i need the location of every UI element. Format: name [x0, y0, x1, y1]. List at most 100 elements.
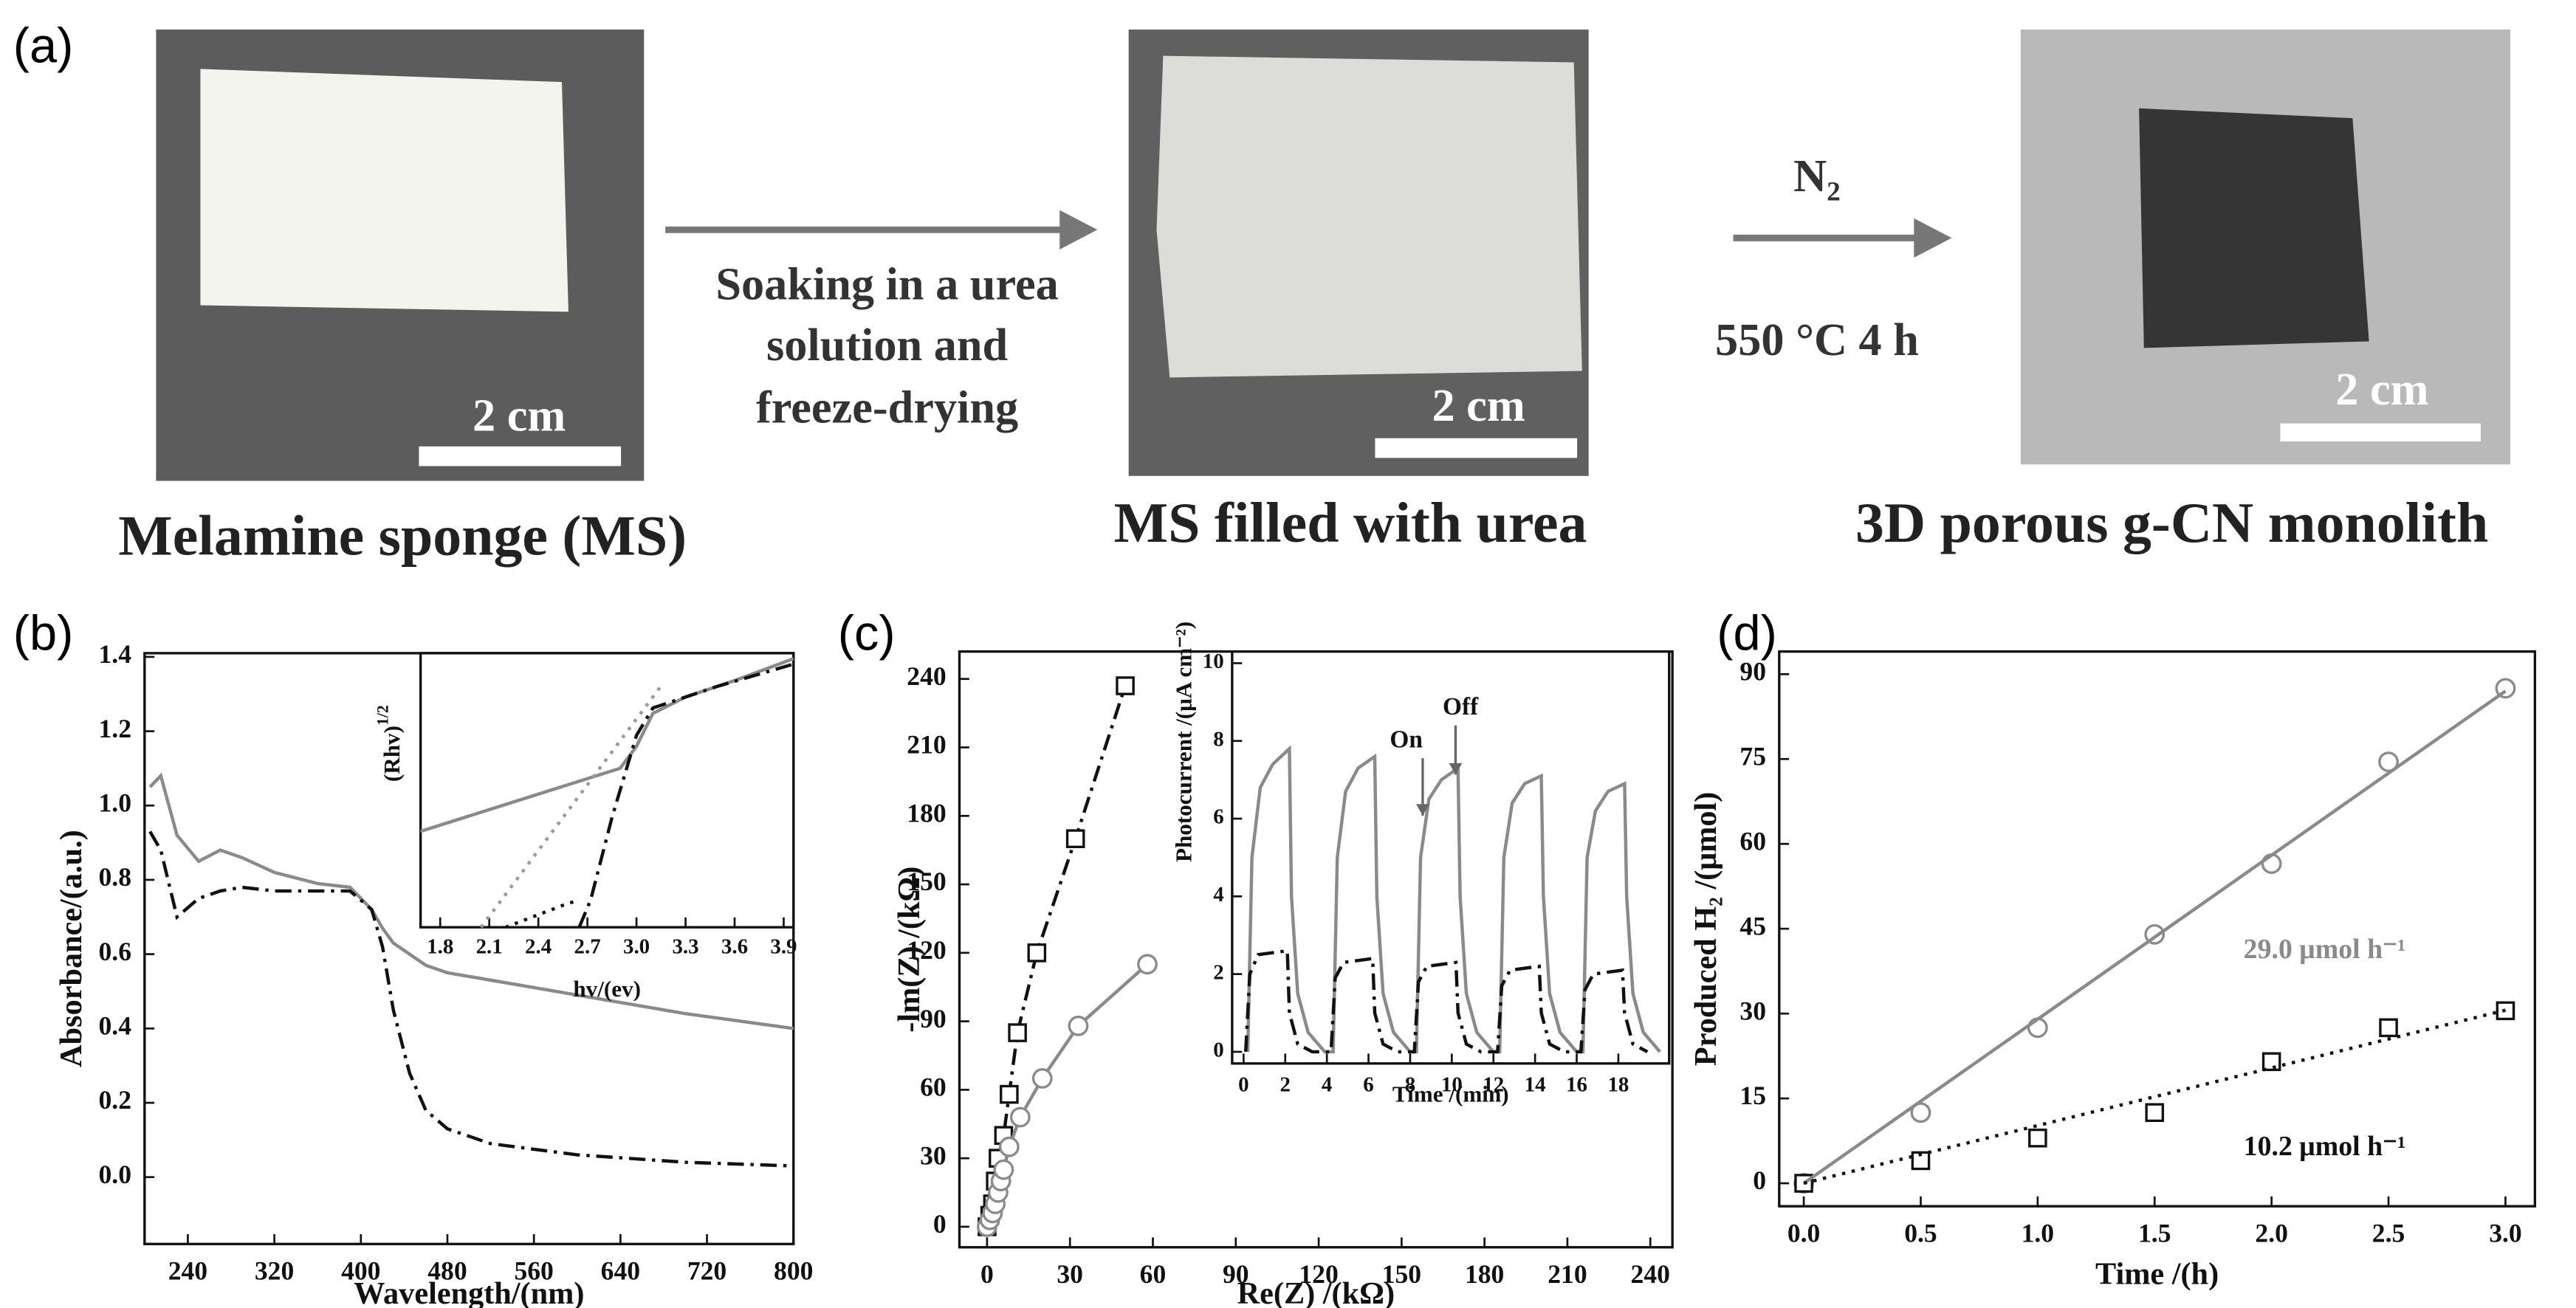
y-tick-label: 6: [1213, 805, 1223, 829]
x-tick-label: 2.5: [2372, 1218, 2405, 1247]
panel-label: (a): [13, 18, 74, 73]
x-tick-label: 30: [1057, 1259, 1083, 1289]
process-text: solution and: [766, 320, 1008, 371]
y-tick-label: 1.0: [99, 788, 132, 817]
x-tick-label: 560: [514, 1256, 553, 1285]
y-tick-label: 0.4: [99, 1011, 132, 1041]
x-tick-label: 10: [1441, 1073, 1463, 1096]
x-tick-label: 150: [1382, 1259, 1421, 1289]
y-axis-label: Absorbance/(a.u.): [54, 830, 89, 1067]
y-tick-label: 90: [920, 1004, 947, 1033]
y-tick-label: 60: [920, 1073, 947, 1102]
process-text: Soaking in a urea: [715, 260, 1058, 310]
x-tick-label: 1.8: [427, 935, 453, 959]
marker: [1911, 1151, 1931, 1171]
x-tick-label: 800: [774, 1256, 813, 1285]
series-line: [1243, 949, 1649, 1054]
annotation: Off: [1443, 693, 1479, 720]
series-line: [985, 685, 1127, 1228]
y-axis-label-text: (Rhv): [379, 726, 405, 782]
x-axis-label: hv/(ev): [573, 976, 641, 1002]
panel-label: (c): [838, 606, 896, 661]
y-axis-label-sup: 1/2: [374, 705, 392, 726]
x-tick-label: 480: [427, 1256, 467, 1285]
x-tick-label: 720: [687, 1256, 727, 1285]
monolith: [2139, 108, 2369, 348]
x-tick-label: 12: [1483, 1073, 1504, 1096]
y-tick-label: 120: [907, 935, 946, 965]
scale-label: 2 cm: [473, 390, 566, 441]
scale-bar: [419, 446, 622, 467]
fit-label: 29.0 μmol h⁻¹: [2244, 934, 2406, 965]
x-tick-label: 0: [1238, 1073, 1248, 1096]
marker: [1027, 943, 1047, 963]
annotation: On: [1390, 726, 1423, 754]
condition-text: 550 °C 4 h: [1715, 315, 1919, 365]
marker: [2027, 1017, 2048, 1039]
sponge: [200, 69, 569, 312]
x-tick-label: 90: [1223, 1259, 1249, 1289]
fit-line: [1803, 1008, 2506, 1185]
x-tick-label: 3.6: [721, 935, 748, 959]
x-tick-label: 1.0: [2022, 1218, 2055, 1247]
x-tick-label: 14: [1525, 1073, 1546, 1096]
x-tick-label: 210: [1548, 1259, 1587, 1289]
x-tick-label: 240: [168, 1256, 207, 1285]
y-tick-label: 60: [1739, 826, 1766, 856]
y-tick-label: 240: [907, 661, 946, 691]
arrow-head: [1059, 210, 1098, 249]
x-axis-label: Wavelength/(nm): [354, 1276, 584, 1308]
y-tick-label: 1.2: [99, 714, 132, 743]
y-axis-label: -lm(Z) /(kΩ): [892, 867, 927, 1033]
x-tick-label: 3.9: [770, 935, 797, 959]
series-line: [505, 898, 580, 929]
y-tick-label: 0: [1753, 1166, 1766, 1195]
marker: [1000, 1084, 1019, 1104]
x-tick-label: 2.7: [574, 935, 601, 959]
fit-label: 10.2 μmol h⁻¹: [2244, 1131, 2406, 1162]
y-tick-label: 0: [933, 1209, 947, 1239]
chart: 1.8 2.1 2.4 2.7 3.0 3.3 3.6 3.9 hv/(ev) (Rhv)1/2: [374, 652, 797, 1002]
marker: [1009, 1106, 1031, 1128]
marker: [1068, 1015, 1089, 1036]
y-tick-label: 15: [1739, 1081, 1766, 1110]
caption: MS filled with urea: [1114, 491, 1587, 554]
y-tick-label: 4: [1213, 883, 1223, 906]
process-text: freeze-drying: [756, 382, 1018, 433]
arrow-head: [1914, 218, 1952, 258]
x-tick-label: 3.0: [2489, 1218, 2522, 1247]
x-tick-label: 2.0: [2255, 1218, 2288, 1247]
x-tick-label: 4: [1322, 1073, 1332, 1096]
marker: [1031, 1068, 1053, 1089]
marker: [2261, 1052, 2281, 1072]
sponge: [1156, 55, 1582, 378]
x-tick-label: 240: [1631, 1259, 1670, 1289]
scale-bar: [1375, 438, 1578, 458]
y-tick-label: 0: [1213, 1039, 1223, 1062]
plot-frame: [1231, 650, 1671, 1065]
marker: [1910, 1102, 1931, 1123]
annotation-arrow-head: [1449, 763, 1463, 775]
annotation-arrow-head: [1416, 804, 1429, 816]
y-tick-label: 180: [907, 798, 946, 827]
panel-label: (d): [1717, 606, 1777, 661]
chart: (d) 0.0 0.5 1.0 1.5 2.0 2.5 3.0 0 15 30 45 60 75 90 Tim…: [1689, 606, 2537, 1291]
x-tick-label: 0: [980, 1259, 994, 1289]
x-axis-label: Re(Z) /(kΩ): [1237, 1276, 1395, 1308]
x-axis-label: Time /(min): [1392, 1081, 1509, 1106]
y-axis-label: (Rhv)1/2: [374, 705, 405, 782]
gas-text: N₂: [1793, 151, 1841, 202]
plot-frame: [419, 652, 795, 929]
x-tick-label: 120: [1299, 1259, 1338, 1289]
x-tick-label: 3.3: [672, 935, 698, 959]
panel-label: (b): [13, 606, 74, 661]
x-tick-label: 8: [1405, 1073, 1415, 1096]
panel-a: (a) 2 cm Soaking in a urea solution and …: [13, 18, 2510, 568]
scale-label: 2 cm: [2335, 365, 2428, 415]
x-tick-label: 18: [1607, 1073, 1629, 1096]
series-line: [148, 830, 794, 1168]
marker: [1008, 1023, 1027, 1042]
